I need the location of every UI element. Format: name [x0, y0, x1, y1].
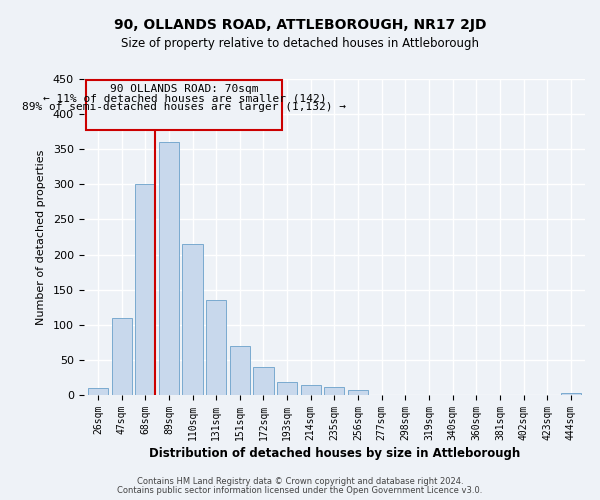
FancyBboxPatch shape	[86, 80, 283, 130]
Text: 89% of semi-detached houses are larger (1,132) →: 89% of semi-detached houses are larger (…	[22, 102, 346, 112]
Bar	[253, 367, 274, 395]
Bar	[135, 184, 155, 395]
Text: Contains public sector information licensed under the Open Government Licence v3: Contains public sector information licen…	[118, 486, 482, 495]
Y-axis label: Number of detached properties: Number of detached properties	[36, 150, 46, 324]
Bar	[277, 382, 297, 395]
Bar	[206, 300, 226, 395]
Bar	[348, 390, 368, 395]
Text: Contains HM Land Registry data © Crown copyright and database right 2024.: Contains HM Land Registry data © Crown c…	[137, 477, 463, 486]
Bar	[159, 142, 179, 395]
Bar	[301, 385, 321, 395]
Bar	[182, 244, 203, 395]
Text: 90 OLLANDS ROAD: 70sqm: 90 OLLANDS ROAD: 70sqm	[110, 84, 259, 94]
Bar	[561, 393, 581, 395]
Bar	[325, 386, 344, 395]
Bar	[230, 346, 250, 395]
Text: 90, OLLANDS ROAD, ATTLEBOROUGH, NR17 2JD: 90, OLLANDS ROAD, ATTLEBOROUGH, NR17 2JD	[114, 18, 486, 32]
X-axis label: Distribution of detached houses by size in Attleborough: Distribution of detached houses by size …	[149, 447, 520, 460]
Text: ← 11% of detached houses are smaller (142): ← 11% of detached houses are smaller (14…	[43, 93, 326, 103]
Text: Size of property relative to detached houses in Attleborough: Size of property relative to detached ho…	[121, 38, 479, 51]
Bar	[88, 388, 108, 395]
Bar	[112, 318, 131, 395]
